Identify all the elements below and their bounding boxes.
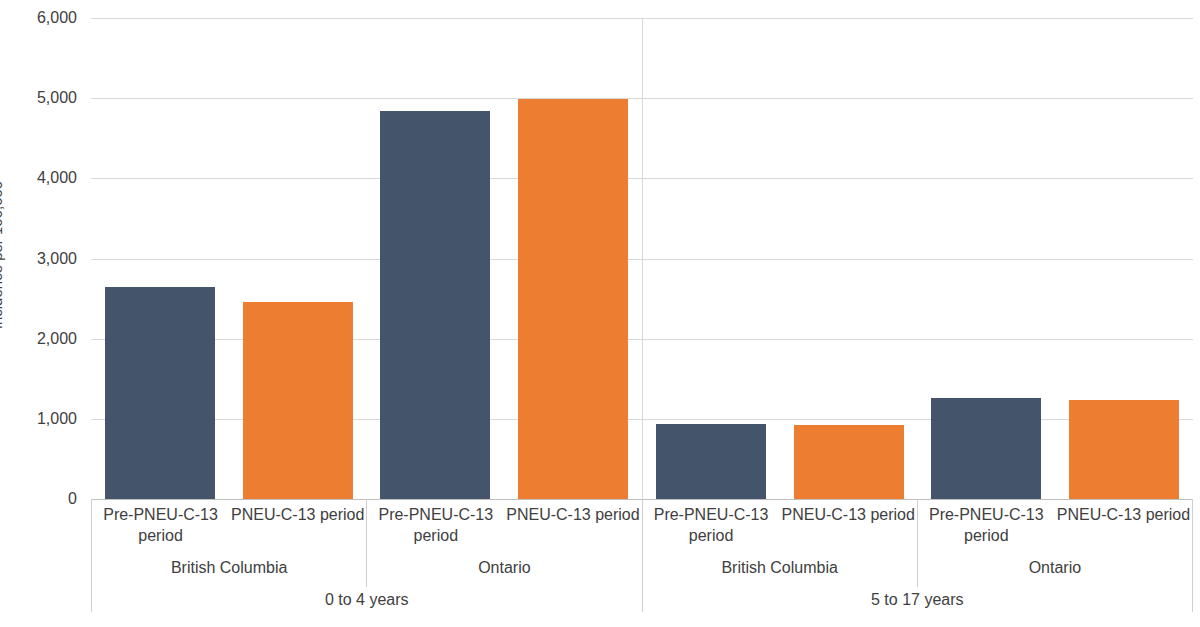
bar-pre <box>380 111 490 499</box>
province-label: British Columbia <box>643 556 917 587</box>
plot-area <box>91 18 1193 500</box>
bar-post <box>243 302 353 499</box>
province-label: Ontario <box>367 556 641 587</box>
incidence-bar-chart: Incidence per 100,000 6,0005,0004,0003,0… <box>0 0 1200 627</box>
province-section: Pre-PNEU-C-13 periodPNEU-C-13 periodBrit… <box>92 499 367 587</box>
bar-pre <box>931 398 1041 499</box>
period-label: Pre-PNEU-C-13 period <box>92 499 229 556</box>
bar-post <box>518 99 628 499</box>
province-section: Pre-PNEU-C-13 periodPNEU-C-13 periodBrit… <box>643 499 918 587</box>
bar-pre <box>656 424 766 499</box>
y-tick-label: 5,000 <box>0 89 77 107</box>
province-section: Pre-PNEU-C-13 periodPNEU-C-13 periodOnta… <box>367 499 641 587</box>
bar-post <box>794 425 904 499</box>
age-group-section: Pre-PNEU-C-13 periodPNEU-C-13 periodBrit… <box>643 499 1193 612</box>
category-axis-labels: Pre-PNEU-C-13 periodPNEU-C-13 periodBrit… <box>91 499 1193 612</box>
period-label: PNEU-C-13 period <box>504 499 641 556</box>
period-label: Pre-PNEU-C-13 period <box>367 499 504 556</box>
age-group-separator-line <box>642 18 643 499</box>
province-label: Ontario <box>918 556 1192 587</box>
age-group-section: Pre-PNEU-C-13 periodPNEU-C-13 periodBrit… <box>92 499 643 612</box>
y-tick-label: 2,000 <box>0 330 77 348</box>
y-tick-label: 4,000 <box>0 169 77 187</box>
y-tick-label: 0 <box>0 490 77 508</box>
province-section: Pre-PNEU-C-13 periodPNEU-C-13 periodOnta… <box>918 499 1192 587</box>
age-group-label: 0 to 4 years <box>92 587 642 612</box>
y-tick-label: 1,000 <box>0 410 77 428</box>
period-label: Pre-PNEU-C-13 period <box>918 499 1055 556</box>
period-label: Pre-PNEU-C-13 period <box>643 499 780 556</box>
period-label: PNEU-C-13 period <box>1055 499 1192 556</box>
y-tick-label: 6,000 <box>0 9 77 27</box>
province-label: British Columbia <box>92 556 366 587</box>
bar-post <box>1069 400 1179 499</box>
bar-pre <box>105 287 215 499</box>
age-group-label: 5 to 17 years <box>643 587 1193 612</box>
period-label: PNEU-C-13 period <box>780 499 917 556</box>
y-tick-label: 3,000 <box>0 250 77 268</box>
period-label: PNEU-C-13 period <box>229 499 366 556</box>
